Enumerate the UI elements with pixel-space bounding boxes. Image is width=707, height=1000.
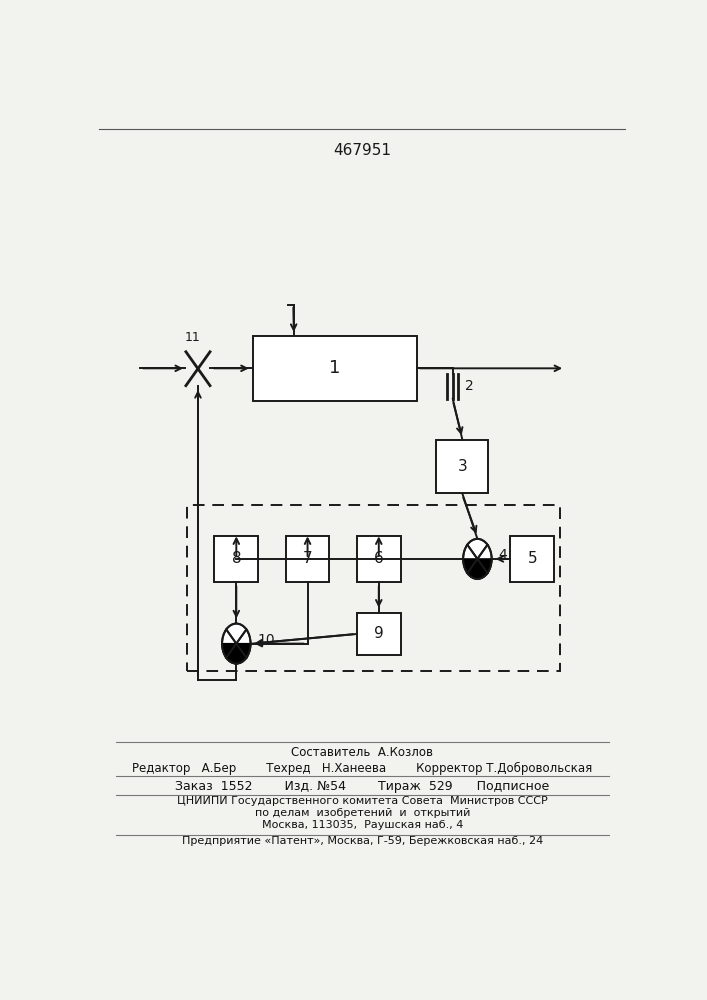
- Text: 6: 6: [374, 551, 384, 566]
- Bar: [286, 536, 329, 582]
- Text: 5: 5: [527, 551, 537, 566]
- Text: Редактор   А.Бер        Техред   Н.Ханеева        Корректор Т.Добровольская: Редактор А.Бер Техред Н.Ханеева Корректо…: [132, 762, 592, 775]
- Polygon shape: [222, 644, 250, 664]
- Text: 4: 4: [498, 548, 508, 562]
- Text: 1: 1: [329, 359, 341, 377]
- Text: 11: 11: [185, 331, 200, 344]
- Text: Составитель  А.Козлов: Составитель А.Козлов: [291, 746, 433, 759]
- Text: 7: 7: [303, 551, 312, 566]
- Circle shape: [463, 539, 491, 579]
- Text: Предприятие «Патент», Москва, Г-59, Бережковская наб., 24: Предприятие «Патент», Москва, Г-59, Бере…: [182, 836, 543, 846]
- Text: Москва, 113035,  Раушская наб., 4: Москва, 113035, Раушская наб., 4: [262, 820, 463, 830]
- Bar: [357, 536, 401, 582]
- Text: 10: 10: [257, 633, 275, 647]
- Text: ЦНИИПИ Государственного комитета Совета  Министров СССР: ЦНИИПИ Государственного комитета Совета …: [177, 796, 548, 806]
- Text: по делам  изобретений  и  открытий: по делам изобретений и открытий: [255, 808, 470, 818]
- Bar: [357, 613, 401, 655]
- Text: 8: 8: [231, 551, 241, 566]
- Text: Заказ  1552        Изд. №54        Тираж  529      Подписное: Заказ 1552 Изд. №54 Тираж 529 Подписное: [175, 780, 549, 793]
- Text: 2: 2: [464, 379, 474, 393]
- Bar: [187, 505, 560, 671]
- Bar: [253, 336, 417, 401]
- Bar: [436, 440, 489, 493]
- Text: 467951: 467951: [333, 143, 392, 158]
- Bar: [510, 536, 554, 582]
- Text: 9: 9: [374, 626, 384, 641]
- Text: 3: 3: [457, 459, 467, 474]
- Polygon shape: [463, 559, 491, 579]
- Circle shape: [222, 624, 250, 664]
- Bar: [214, 536, 258, 582]
